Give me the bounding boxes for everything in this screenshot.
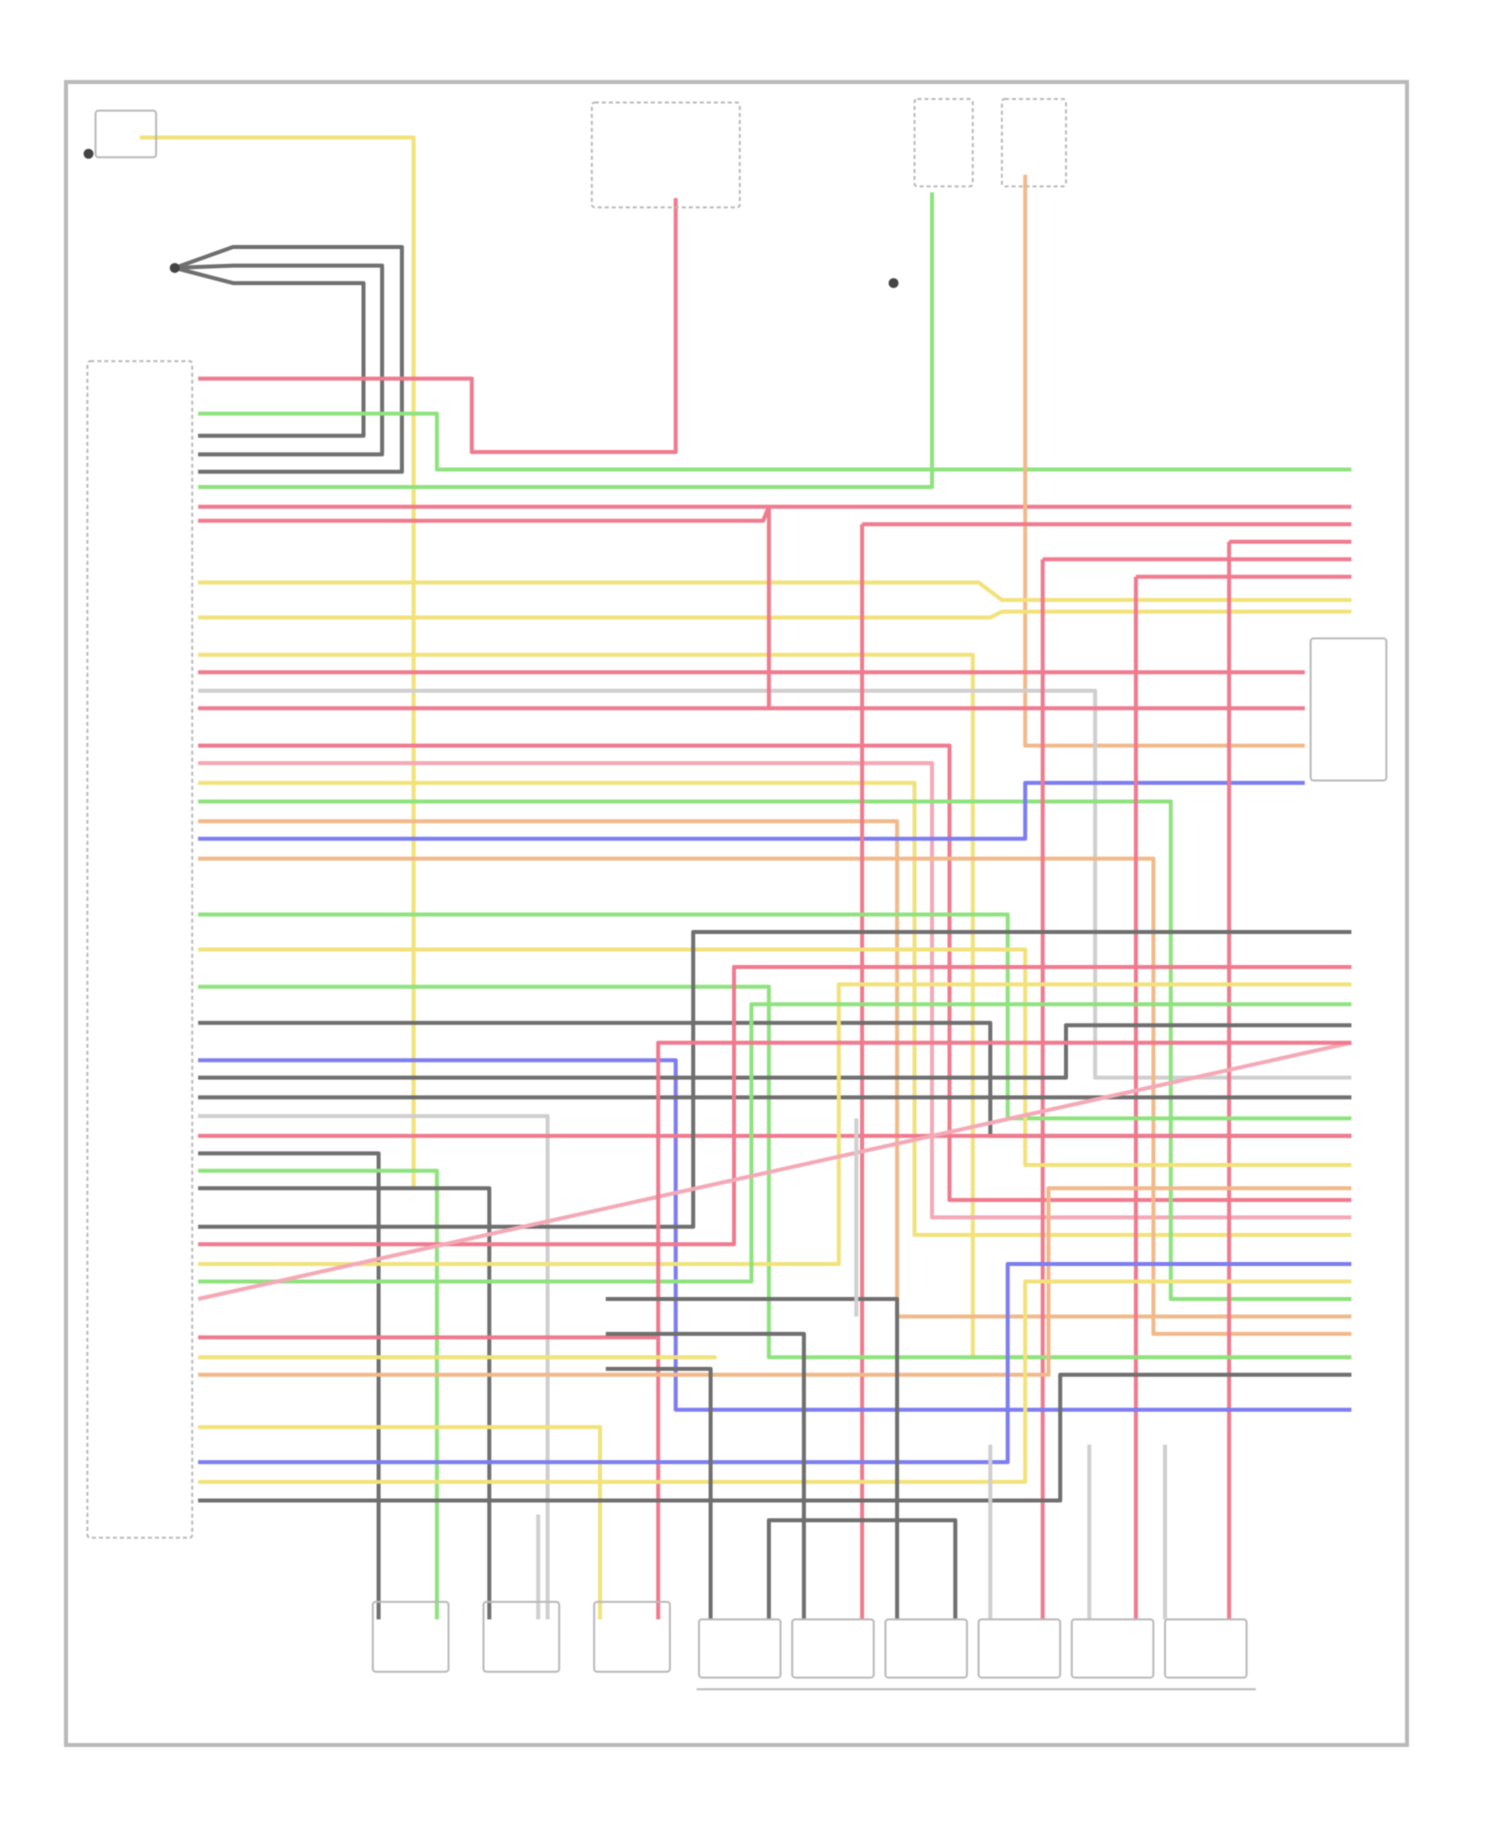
wire-gray [174,263,385,457]
wire-gray [174,265,366,438]
wire-gray [198,1372,1352,1503]
wire-yellow [198,580,1352,602]
wire-yellow [198,1279,1352,1484]
wire-red [198,198,678,454]
fuel-injector-4 [977,1618,1062,1679]
wire-yellow [198,947,1352,1167]
wire-gray [605,1366,713,1620]
wire-green [198,1002,1352,1284]
engine-control-module [86,360,194,1539]
switch [94,109,158,159]
wire-orange [198,819,1352,1319]
wire-yellow [139,135,416,1189]
ignition-switch [590,101,741,209]
relay [1000,98,1067,188]
fuel-injector-1 [698,1618,782,1679]
wire-gray [174,245,404,474]
fuel-injector-2 [791,1618,875,1679]
fuel-injector-6 [1164,1618,1248,1679]
wires [139,135,1352,1620]
sensor [482,1600,561,1673]
wire-yellow [198,780,1352,1237]
wire-lightgray [198,688,1352,1080]
wire-red [198,506,771,711]
fuel-injector-3 [884,1618,968,1679]
wire-green [198,1168,439,1620]
wire-gray [605,1331,806,1620]
wire-red [198,965,1352,1247]
wire-green [198,799,1352,1301]
wire-gray [766,1518,958,1620]
wire-blue [198,1262,1352,1465]
wire-red [198,506,771,523]
wire-green [198,192,934,489]
wire-green [198,411,1352,472]
splice-icon [169,262,180,273]
wire-lightgray [198,1114,550,1620]
wire-pink [198,761,1352,1220]
wire-blue [198,780,1305,841]
wire-green [198,912,1352,1121]
wire-gray [198,930,1352,1229]
sensor [371,1600,450,1673]
wire-gray [198,1023,1352,1080]
wire-red [198,743,1352,1202]
wire-yellow [198,609,1352,620]
ground-icon [83,148,94,159]
wire-pink [197,1040,1352,1301]
ground-icon [888,278,899,289]
wire-orange [1023,174,1305,748]
sensor [593,1600,671,1673]
wire-yellow [198,1425,602,1620]
sensor [1309,637,1388,782]
wire-gray [198,1151,381,1620]
wire-red [198,1040,1352,1340]
wire-yellow [198,982,1352,1266]
components [83,98,1388,1691]
wire-blue [198,1058,1352,1412]
wire-gray [605,1297,900,1620]
fuel-injector-5 [1070,1618,1155,1679]
wire-gray [198,1186,492,1620]
relay [913,98,974,188]
diagram-frame [64,80,1409,1747]
